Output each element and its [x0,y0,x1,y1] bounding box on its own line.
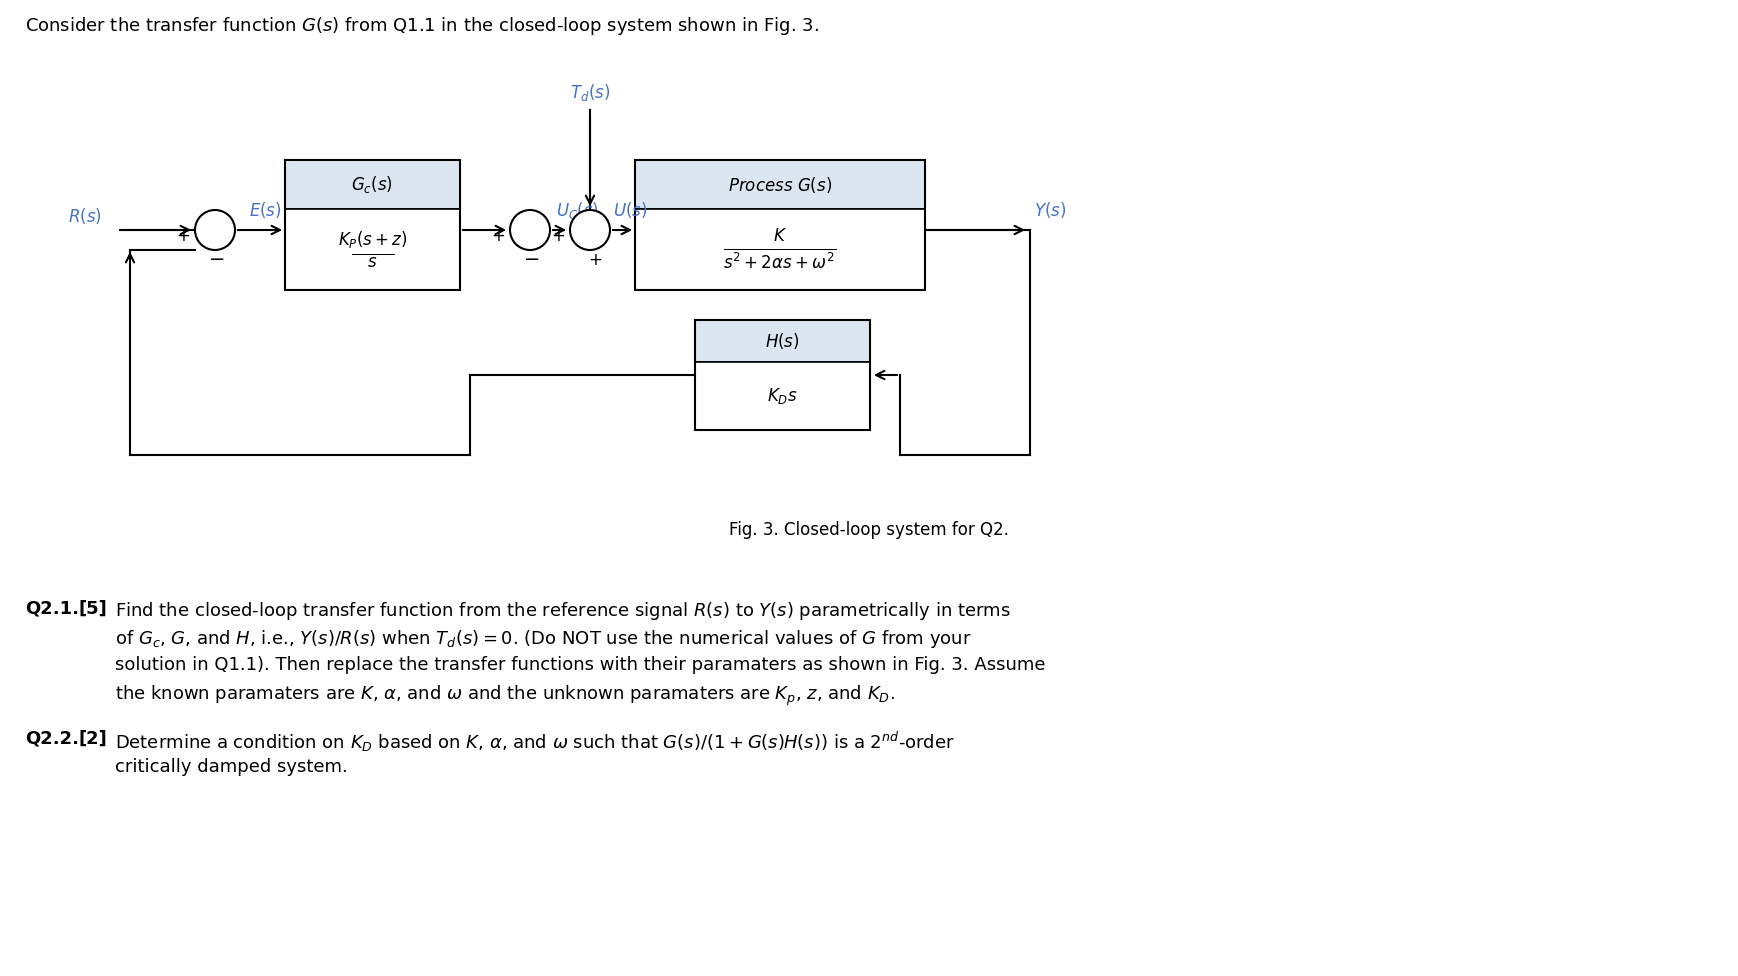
Text: −: − [209,251,226,269]
Text: the known paramaters are $K$, $\alpha$, and $\omega$ and the unknown paramaters : the known paramaters are $K$, $\alpha$, … [115,684,895,709]
Text: Determine a condition on $K_D$ based on $K$, $\alpha$, and $\omega$ such that $G: Determine a condition on $K_D$ based on … [115,730,954,754]
Text: solution in Q1.1). Then replace the transfer functions with their paramaters as : solution in Q1.1). Then replace the tran… [115,656,1046,674]
Text: $U_C(s)$: $U_C(s)$ [556,200,600,221]
Text: −: − [523,251,541,269]
Text: $K_D s$: $K_D s$ [766,386,798,406]
Text: $G_c(s)$: $G_c(s)$ [351,174,393,195]
Text: critically damped system.: critically damped system. [115,758,348,776]
FancyBboxPatch shape [285,210,461,290]
Text: +: + [492,227,506,245]
Circle shape [195,210,235,250]
FancyBboxPatch shape [695,362,871,430]
Text: +: + [551,227,565,245]
Text: of $G_c$, $G$, and $H$, i.e., $Y(s)/R(s)$ when $T_d(s) = 0$. (Do NOT use the num: of $G_c$, $G$, and $H$, i.e., $Y(s)/R(s)… [115,628,972,650]
Text: $U(s)$: $U(s)$ [614,200,647,220]
Text: Q2.1.: Q2.1. [24,600,78,618]
Text: +: + [587,251,601,269]
Text: Find the closed-loop transfer function from the reference signal $R(s)$ to $Y(s): Find the closed-loop transfer function f… [115,600,1012,622]
Text: [5]: [5] [78,600,106,618]
Text: $H(s)$: $H(s)$ [765,331,799,351]
Text: [2]: [2] [78,730,106,748]
FancyBboxPatch shape [634,210,925,290]
Text: $K_P(s + z)$
$\overline{\quad s \quad}$: $K_P(s + z)$ $\overline{\quad s \quad}$ [337,228,407,270]
Text: $T_d(s)$: $T_d(s)$ [570,82,610,103]
FancyBboxPatch shape [285,160,461,210]
FancyBboxPatch shape [634,160,925,210]
Text: $Y(s)$: $Y(s)$ [1034,200,1065,220]
FancyBboxPatch shape [695,320,871,362]
Text: $R(s)$: $R(s)$ [68,206,103,226]
Text: $K$
$\overline{s^2 + 2\alpha s + \omega^2}$: $K$ $\overline{s^2 + 2\alpha s + \omega^… [723,226,836,272]
Circle shape [570,210,610,250]
Text: $E(s)$: $E(s)$ [249,200,282,220]
Text: Q2.2.: Q2.2. [24,730,78,748]
Text: +: + [176,227,189,245]
Text: Consider the transfer function $G(s)$ from Q1.1 in the closed-loop system shown : Consider the transfer function $G(s)$ fr… [24,15,819,37]
Text: Fig. 3. Closed-loop system for Q2.: Fig. 3. Closed-loop system for Q2. [728,521,1010,539]
Text: Process $G(s)$: Process $G(s)$ [728,175,833,194]
Circle shape [509,210,549,250]
